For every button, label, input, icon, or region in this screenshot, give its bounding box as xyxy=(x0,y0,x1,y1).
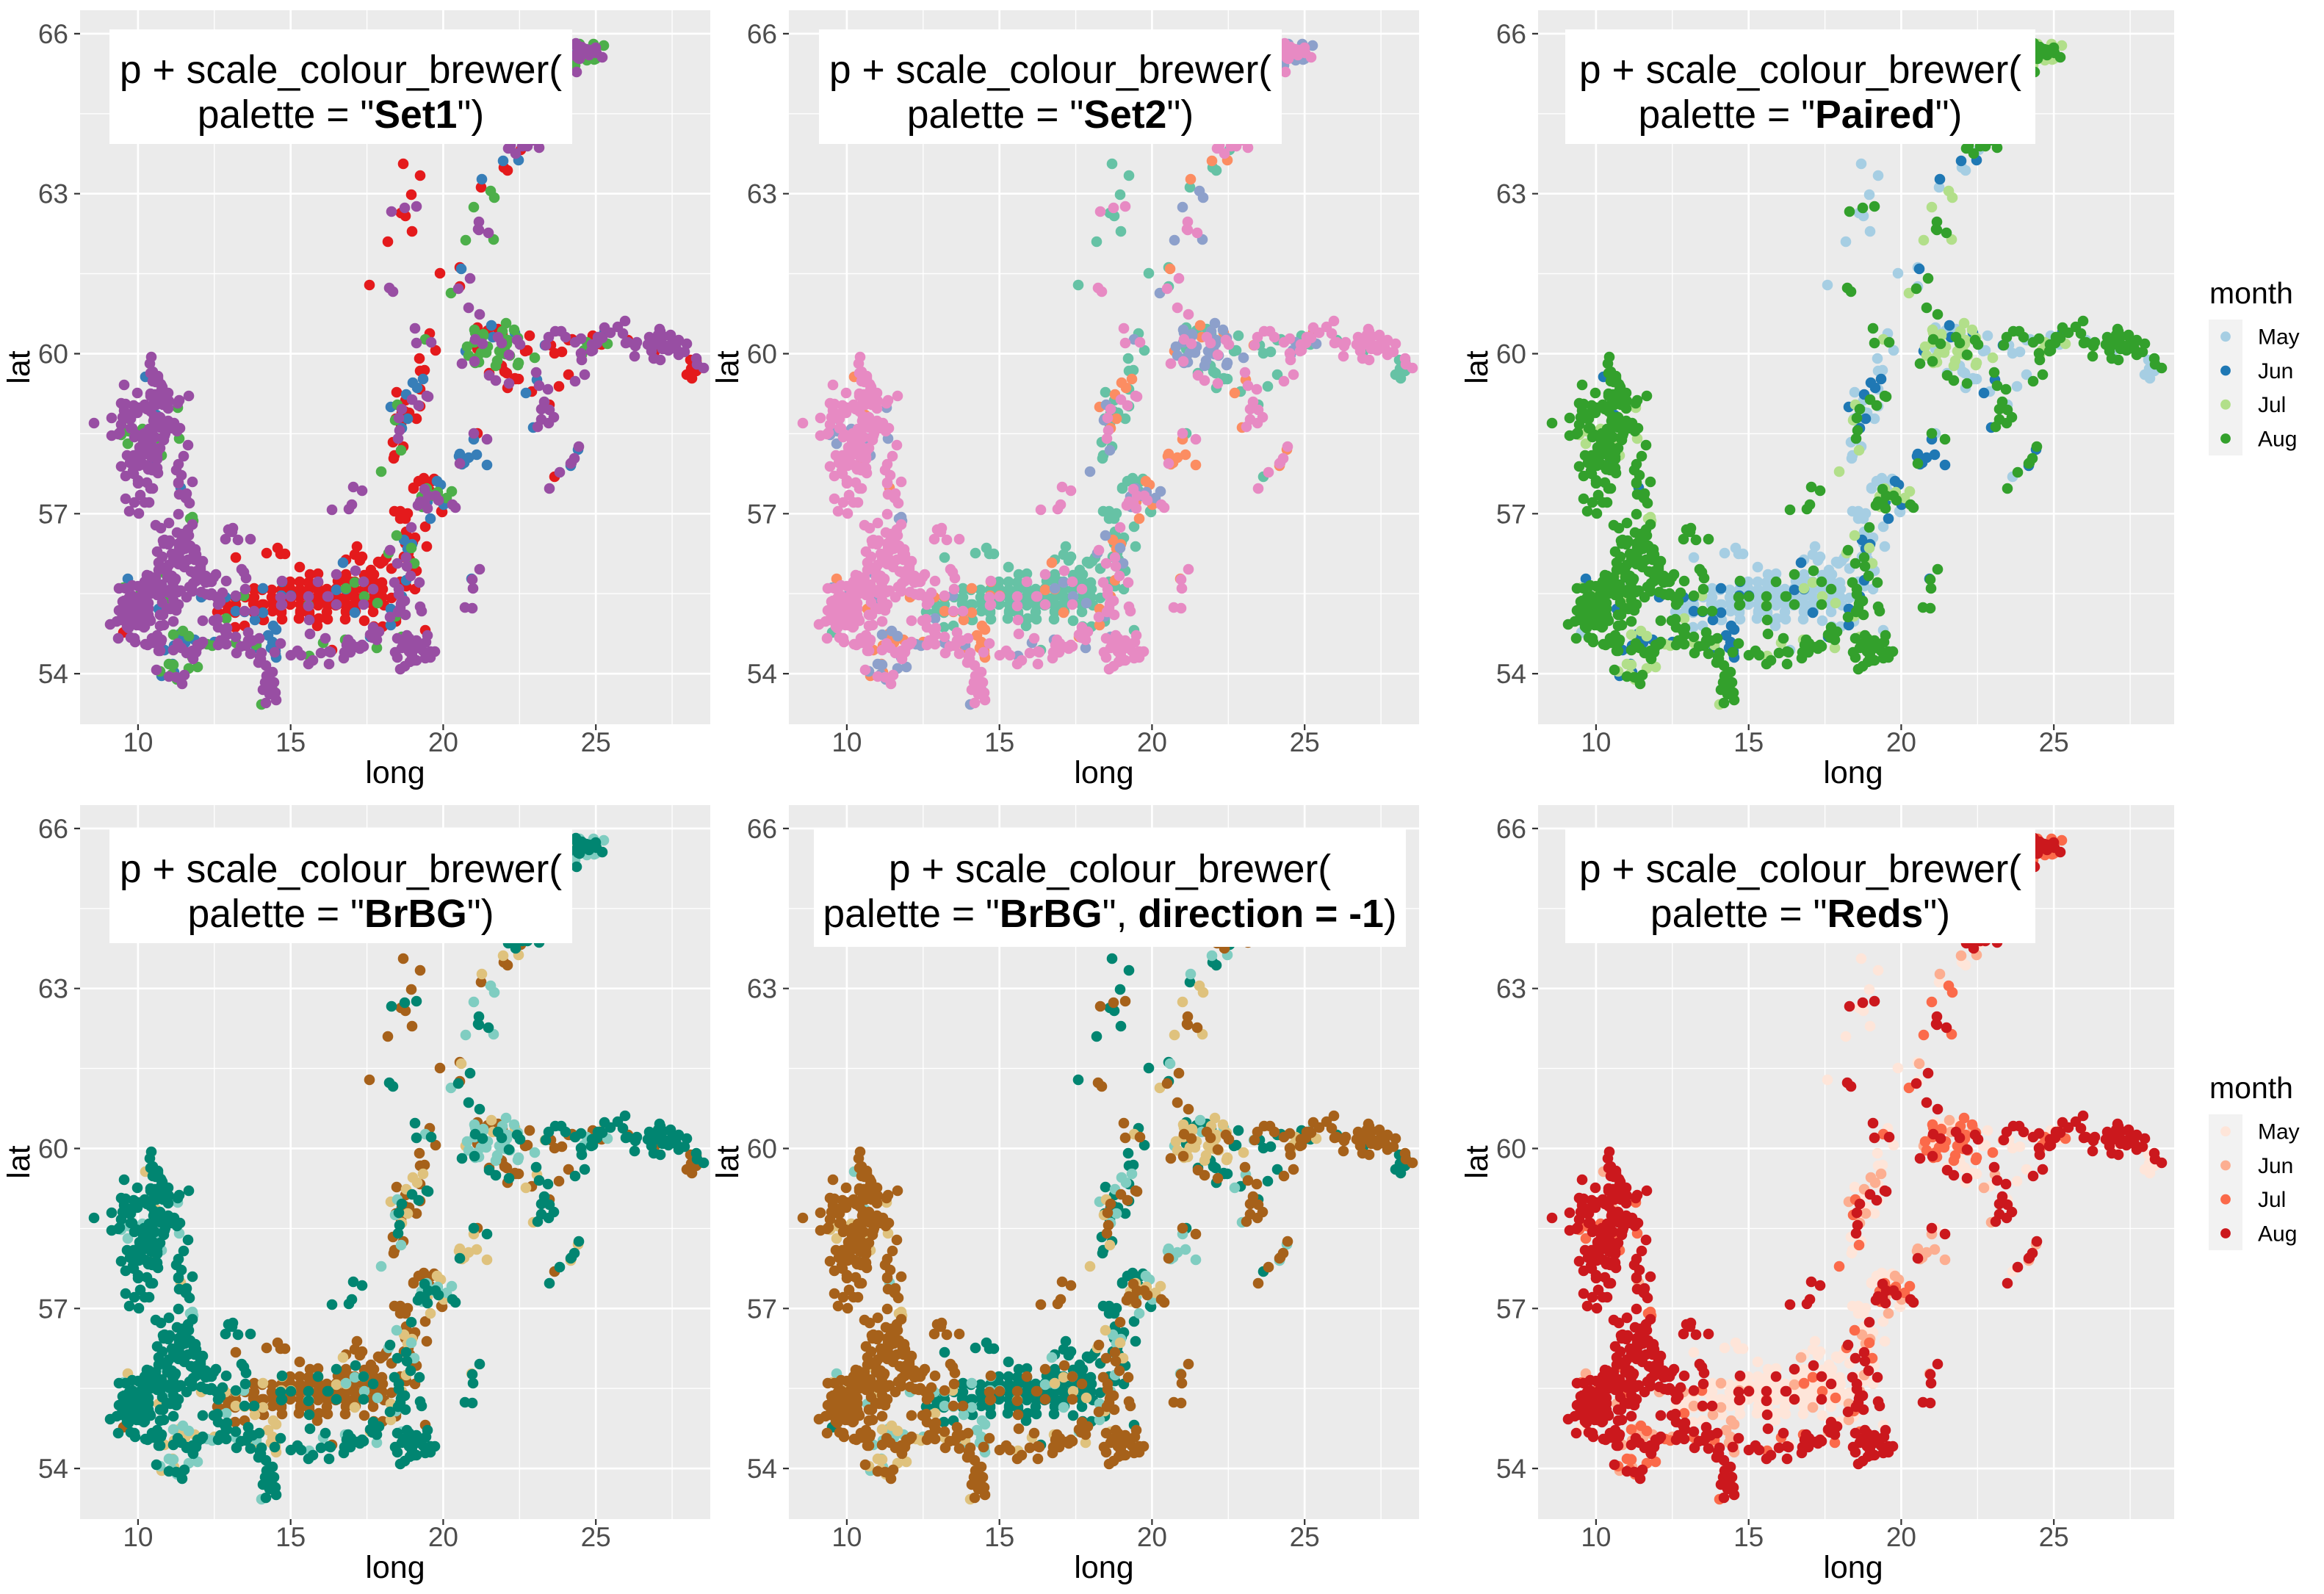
svg-text:p + scale_colour_brewer(: p + scale_colour_brewer( xyxy=(120,48,562,92)
svg-text:60: 60 xyxy=(747,339,777,369)
svg-text:lat: lat xyxy=(1459,350,1495,383)
svg-text:10: 10 xyxy=(831,1522,862,1552)
svg-text:lat: lat xyxy=(1,350,37,383)
svg-text:15: 15 xyxy=(1733,1522,1764,1552)
svg-text:10: 10 xyxy=(1581,1522,1611,1552)
svg-text:10: 10 xyxy=(831,727,862,757)
svg-text:palette = "BrBG"): palette = "BrBG") xyxy=(187,892,494,936)
svg-text:palette = "Paired"): palette = "Paired") xyxy=(1639,93,1963,137)
svg-text:54: 54 xyxy=(747,659,777,689)
svg-text:25: 25 xyxy=(1290,727,1320,757)
svg-text:palette = "Set1"): palette = "Set1") xyxy=(198,93,484,137)
svg-text:25: 25 xyxy=(581,727,611,757)
svg-text:10: 10 xyxy=(1581,727,1611,757)
svg-text:15: 15 xyxy=(984,727,1014,757)
svg-text:p + scale_colour_brewer(: p + scale_colour_brewer( xyxy=(889,848,1331,891)
svg-text:long: long xyxy=(365,755,425,790)
svg-text:66: 66 xyxy=(1496,19,1526,49)
svg-text:20: 20 xyxy=(428,727,458,757)
svg-text:20: 20 xyxy=(1137,1522,1167,1552)
svg-text:60: 60 xyxy=(38,1134,68,1164)
svg-text:15: 15 xyxy=(275,727,306,757)
svg-text:63: 63 xyxy=(1496,179,1526,209)
svg-text:p + scale_colour_brewer(: p + scale_colour_brewer( xyxy=(829,48,1271,92)
svg-text:p + scale_colour_brewer(: p + scale_colour_brewer( xyxy=(1579,848,2021,891)
svg-text:57: 57 xyxy=(747,499,777,529)
svg-text:lat: lat xyxy=(710,1145,746,1178)
svg-text:57: 57 xyxy=(1496,1294,1526,1324)
svg-text:66: 66 xyxy=(38,19,68,49)
svg-text:20: 20 xyxy=(1886,727,1916,757)
svg-text:20: 20 xyxy=(428,1522,458,1552)
svg-text:long: long xyxy=(365,1550,425,1585)
svg-text:Jul: Jul xyxy=(2258,393,2286,417)
svg-text:63: 63 xyxy=(38,974,68,1004)
svg-text:long: long xyxy=(1074,1550,1133,1585)
svg-text:60: 60 xyxy=(38,339,68,369)
svg-text:66: 66 xyxy=(38,814,68,844)
svg-text:lat: lat xyxy=(1459,1145,1495,1178)
svg-text:63: 63 xyxy=(747,179,777,209)
svg-text:palette = "BrBG", direction =: palette = "BrBG", direction = -1) xyxy=(823,892,1396,936)
svg-text:May: May xyxy=(2258,1120,2300,1144)
svg-text:15: 15 xyxy=(275,1522,306,1552)
svg-text:15: 15 xyxy=(1733,727,1764,757)
svg-text:63: 63 xyxy=(38,179,68,209)
svg-text:lat: lat xyxy=(710,350,746,383)
svg-text:10: 10 xyxy=(123,727,153,757)
svg-text:57: 57 xyxy=(38,1294,68,1324)
svg-text:p + scale_colour_brewer(: p + scale_colour_brewer( xyxy=(120,848,562,891)
svg-text:57: 57 xyxy=(1496,499,1526,529)
svg-text:25: 25 xyxy=(1290,1522,1320,1552)
svg-text:63: 63 xyxy=(747,974,777,1004)
svg-text:Jul: Jul xyxy=(2258,1188,2286,1212)
svg-text:15: 15 xyxy=(984,1522,1014,1552)
svg-text:60: 60 xyxy=(747,1134,777,1164)
svg-text:month: month xyxy=(2209,276,2293,310)
svg-text:57: 57 xyxy=(747,1294,777,1324)
svg-text:10: 10 xyxy=(123,1522,153,1552)
svg-text:54: 54 xyxy=(1496,1454,1526,1484)
svg-text:54: 54 xyxy=(38,1454,68,1484)
svg-text:Jun: Jun xyxy=(2258,359,2293,383)
svg-text:25: 25 xyxy=(2039,727,2069,757)
svg-text:p + scale_colour_brewer(: p + scale_colour_brewer( xyxy=(1579,48,2021,92)
svg-text:Jun: Jun xyxy=(2258,1154,2293,1178)
svg-text:66: 66 xyxy=(747,814,777,844)
svg-text:Aug: Aug xyxy=(2258,1222,2297,1247)
svg-text:Aug: Aug xyxy=(2258,428,2297,452)
svg-text:20: 20 xyxy=(1137,727,1167,757)
svg-text:54: 54 xyxy=(38,659,68,689)
svg-text:60: 60 xyxy=(1496,1134,1526,1164)
svg-text:long: long xyxy=(1823,1550,1883,1585)
svg-text:66: 66 xyxy=(747,19,777,49)
svg-text:57: 57 xyxy=(38,499,68,529)
svg-text:54: 54 xyxy=(1496,659,1526,689)
svg-text:long: long xyxy=(1823,755,1883,790)
svg-text:25: 25 xyxy=(2039,1522,2069,1552)
svg-text:20: 20 xyxy=(1886,1522,1916,1552)
svg-text:month: month xyxy=(2209,1071,2293,1105)
svg-text:May: May xyxy=(2258,325,2300,350)
svg-text:palette = "Set2"): palette = "Set2") xyxy=(907,93,1194,137)
svg-text:66: 66 xyxy=(1496,814,1526,844)
svg-text:54: 54 xyxy=(747,1454,777,1484)
svg-text:long: long xyxy=(1074,755,1133,790)
svg-text:lat: lat xyxy=(1,1145,37,1178)
svg-text:63: 63 xyxy=(1496,974,1526,1004)
svg-text:palette = "Reds"): palette = "Reds") xyxy=(1650,892,1950,936)
svg-text:60: 60 xyxy=(1496,339,1526,369)
svg-text:25: 25 xyxy=(581,1522,611,1552)
